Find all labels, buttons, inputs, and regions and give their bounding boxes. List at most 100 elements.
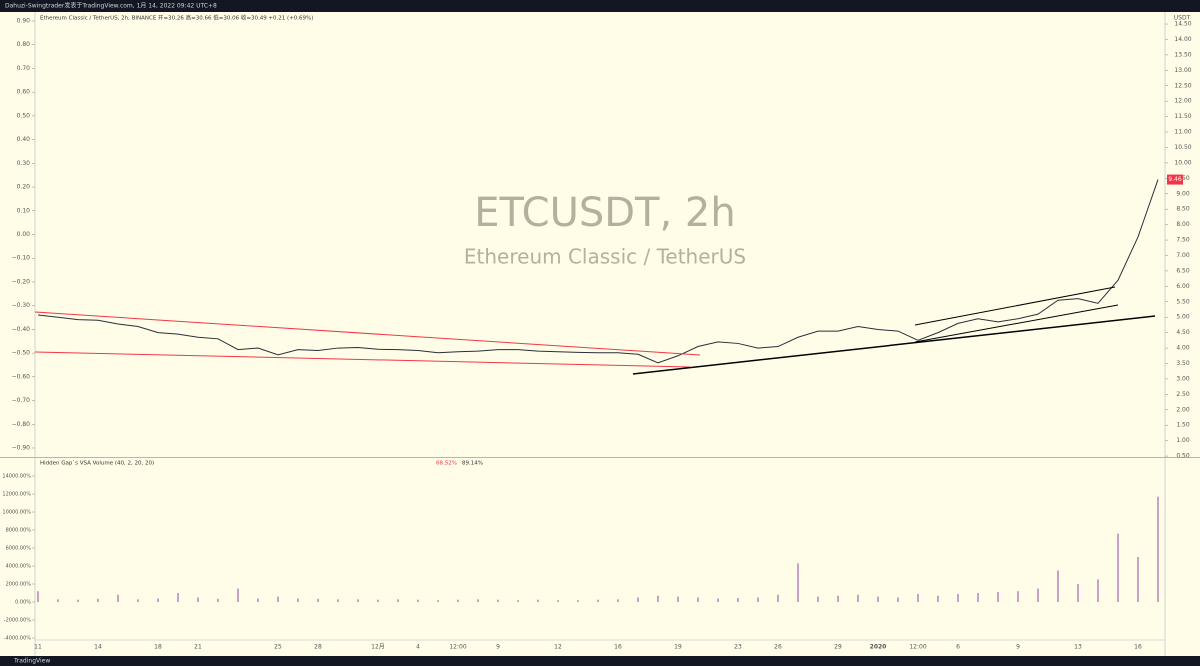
chart-background <box>0 12 1200 656</box>
y-tick-label: 14.00 <box>1174 36 1191 43</box>
volume-bar <box>377 599 379 603</box>
volume-bar <box>1037 588 1039 603</box>
y-tick-label: 6.00 <box>1176 283 1190 290</box>
x-tick-label: 6 <box>956 644 960 651</box>
volume-bar <box>457 599 459 603</box>
y-tick-label: 8.50 <box>1176 206 1190 213</box>
volume-bar <box>357 599 359 603</box>
volume-bar <box>1057 570 1059 603</box>
y-tick-label: 5.50 <box>1176 298 1190 305</box>
volume-bar <box>1097 579 1099 603</box>
x-tick-label: 26 <box>774 644 782 651</box>
y-tick-label: 0.00% <box>15 600 31 606</box>
trend-lines <box>34 286 1156 375</box>
indicator-readout: 68.52% <box>436 461 457 467</box>
volume-bar <box>697 597 699 603</box>
volume-bar <box>537 599 539 603</box>
y2-tick-label: 0.80 <box>17 41 31 48</box>
y-tick-label: 3.00 <box>1176 375 1190 382</box>
red-trend-line <box>34 351 691 368</box>
black-trend-line <box>632 315 1156 375</box>
volume-bar <box>1157 496 1159 603</box>
volume-bar <box>217 598 219 603</box>
y-tick-label: 14000.00% <box>2 474 31 480</box>
y2-tick-label: −0.30 <box>12 302 31 309</box>
author-line: Dahuzi-Swingtrader发表于TradingView.com, 1月… <box>5 2 217 10</box>
volume-bar <box>137 599 139 603</box>
y-tick-label: 9.50 <box>1176 175 1190 182</box>
y-tick-label: 1.00 <box>1176 437 1190 444</box>
volume-bar <box>677 596 679 603</box>
volume-bar <box>97 598 99 603</box>
volume-bar <box>797 563 799 603</box>
bottom-bar <box>0 656 1200 666</box>
volume-bar <box>577 600 579 603</box>
volume-bar <box>757 597 759 603</box>
y-tick-label: 2.00 <box>1176 406 1190 413</box>
volume-bar <box>117 594 119 603</box>
y-tick-label: 6000.00% <box>6 546 32 552</box>
volume-bar <box>937 595 939 603</box>
channel-line <box>914 304 1119 343</box>
y2-tick-label: 0.60 <box>17 89 31 96</box>
y-tick-label: 12.00 <box>1174 98 1191 105</box>
volume-bar <box>777 594 779 603</box>
volume-bar <box>597 599 599 603</box>
volume-bar <box>997 592 999 603</box>
x-tick-label: 14 <box>94 644 102 651</box>
y-tick-label: 2.50 <box>1176 391 1190 398</box>
volume-bar <box>177 593 179 603</box>
y2-tick-label: 0.90 <box>17 18 31 25</box>
y2-tick-label: −0.60 <box>12 373 31 380</box>
y-tick-label: 14.50 <box>1174 21 1191 28</box>
y2-tick-label: −0.70 <box>12 397 31 404</box>
volume-bar <box>917 593 919 603</box>
watermark-subtitle: Ethereum Classic / TetherUS <box>464 245 746 269</box>
y-tick-label: 10.00 <box>1174 159 1191 166</box>
y2-tick-label: −0.90 <box>12 444 31 451</box>
volume-bar <box>317 598 319 603</box>
x-tick-label: 9 <box>496 644 500 651</box>
volume-bar <box>1117 533 1119 603</box>
x-tick-label: 12:00 <box>449 644 466 651</box>
y-tick-label: 12000.00% <box>2 492 31 498</box>
y-tick-label: 8.00 <box>1176 221 1190 228</box>
x-tick-label: 23 <box>734 644 742 651</box>
volume-bar <box>657 595 659 603</box>
y2-tick-label: −0.10 <box>12 255 31 262</box>
volume-bar <box>1137 557 1139 603</box>
last-price-marker <box>1167 174 1183 185</box>
x-tick-label: 16 <box>1134 644 1142 651</box>
top-bar <box>0 0 1200 12</box>
y2-tick-label: 0.70 <box>17 65 31 72</box>
x-tick-label: 29 <box>834 644 842 651</box>
y-tick-label: 11.00 <box>1174 129 1191 136</box>
y-tick-label: 10.50 <box>1174 144 1191 151</box>
y2-tick-label: 0.20 <box>17 184 31 191</box>
indicator-title: Hidden Gap`s VSA Volume (40, 2, 20, 20) <box>40 461 154 467</box>
y2-tick-label: −0.40 <box>12 326 31 333</box>
x-tick-label: 25 <box>274 644 282 651</box>
volume-bar <box>257 598 259 603</box>
y2-tick-label: 0.40 <box>17 136 31 143</box>
y-tick-label: 2000.00% <box>6 582 32 588</box>
x-tick-label: 12:00 <box>909 644 926 651</box>
x-tick-label: 21 <box>194 644 202 651</box>
volume-bar <box>337 599 339 603</box>
x-tick-label: 12 <box>554 644 562 651</box>
watermark-title: ETCUSDT, 2h <box>474 190 735 236</box>
x-tick-label: 19 <box>674 644 682 651</box>
x-tick-label: 16 <box>614 644 622 651</box>
volume-bar <box>1077 584 1079 603</box>
indicator-readout: 89.14% <box>462 461 483 467</box>
symbol-info: Ethereum Classic / TetherUS, 2h, BINANCE… <box>40 14 313 22</box>
volume-bar <box>857 594 859 603</box>
y-tick-label: 9.00 <box>1176 190 1190 197</box>
volume-bar <box>37 591 39 603</box>
y2-tick-label: 0.50 <box>17 112 31 119</box>
x-tick-label: 9 <box>1016 644 1020 651</box>
volume-bar <box>977 593 979 603</box>
volume-bar <box>557 600 559 603</box>
